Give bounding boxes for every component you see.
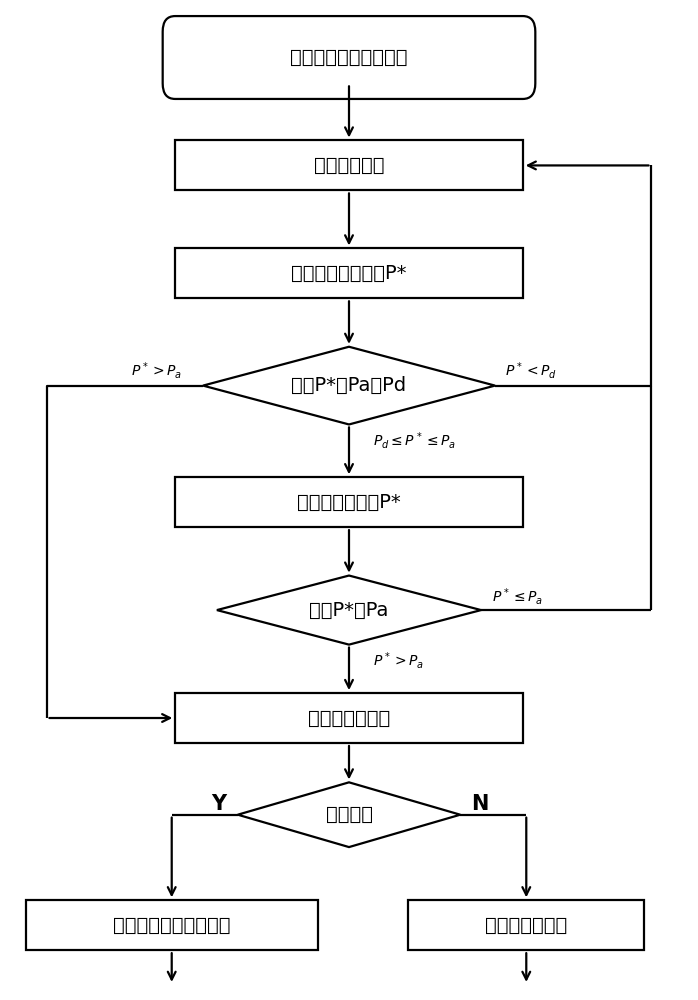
Bar xyxy=(175,248,523,298)
Text: 数据中枢重计算P*: 数据中枢重计算P* xyxy=(297,493,401,512)
Polygon shape xyxy=(238,782,460,847)
Polygon shape xyxy=(203,347,495,424)
Text: N: N xyxy=(470,794,488,814)
Text: $P^*$$>$$P_a$: $P^*$$>$$P_a$ xyxy=(131,360,182,381)
Text: Y: Y xyxy=(211,794,226,814)
Bar xyxy=(175,140,523,190)
Text: 用户验证: 用户验证 xyxy=(325,805,373,824)
Bar xyxy=(175,477,523,527)
Text: 报警并保存图像正样本: 报警并保存图像正样本 xyxy=(113,916,230,935)
Text: 比较P*与Pa: 比较P*与Pa xyxy=(309,601,389,620)
Bar xyxy=(175,693,523,743)
Text: 计算火灾发生概率P*: 计算火灾发生概率P* xyxy=(291,264,407,283)
FancyBboxPatch shape xyxy=(163,16,535,99)
Text: 读取图像信息: 读取图像信息 xyxy=(313,156,385,175)
Text: 比较P*与Pa、Pd: 比较P*与Pa、Pd xyxy=(292,376,406,395)
Text: $P^*$$>$$P_a$: $P^*$$>$$P_a$ xyxy=(373,650,424,671)
Polygon shape xyxy=(217,576,481,645)
Bar xyxy=(26,900,318,950)
Bar xyxy=(408,900,644,950)
Text: $P^*$$\leq$$P_a$: $P^*$$\leq$$P_a$ xyxy=(491,586,542,607)
Text: 保存图像负样本: 保存图像负样本 xyxy=(485,916,567,935)
Text: $P_d$$\leq$$P^*$$\leq$$P_a$: $P_d$$\leq$$P^*$$\leq$$P_a$ xyxy=(373,430,456,451)
Text: $P^*$$<$$P_d$: $P^*$$<$$P_d$ xyxy=(505,360,558,381)
Text: 发送图像至用户: 发送图像至用户 xyxy=(308,709,390,728)
Text: 开机启动进入监控模式: 开机启动进入监控模式 xyxy=(290,48,408,67)
